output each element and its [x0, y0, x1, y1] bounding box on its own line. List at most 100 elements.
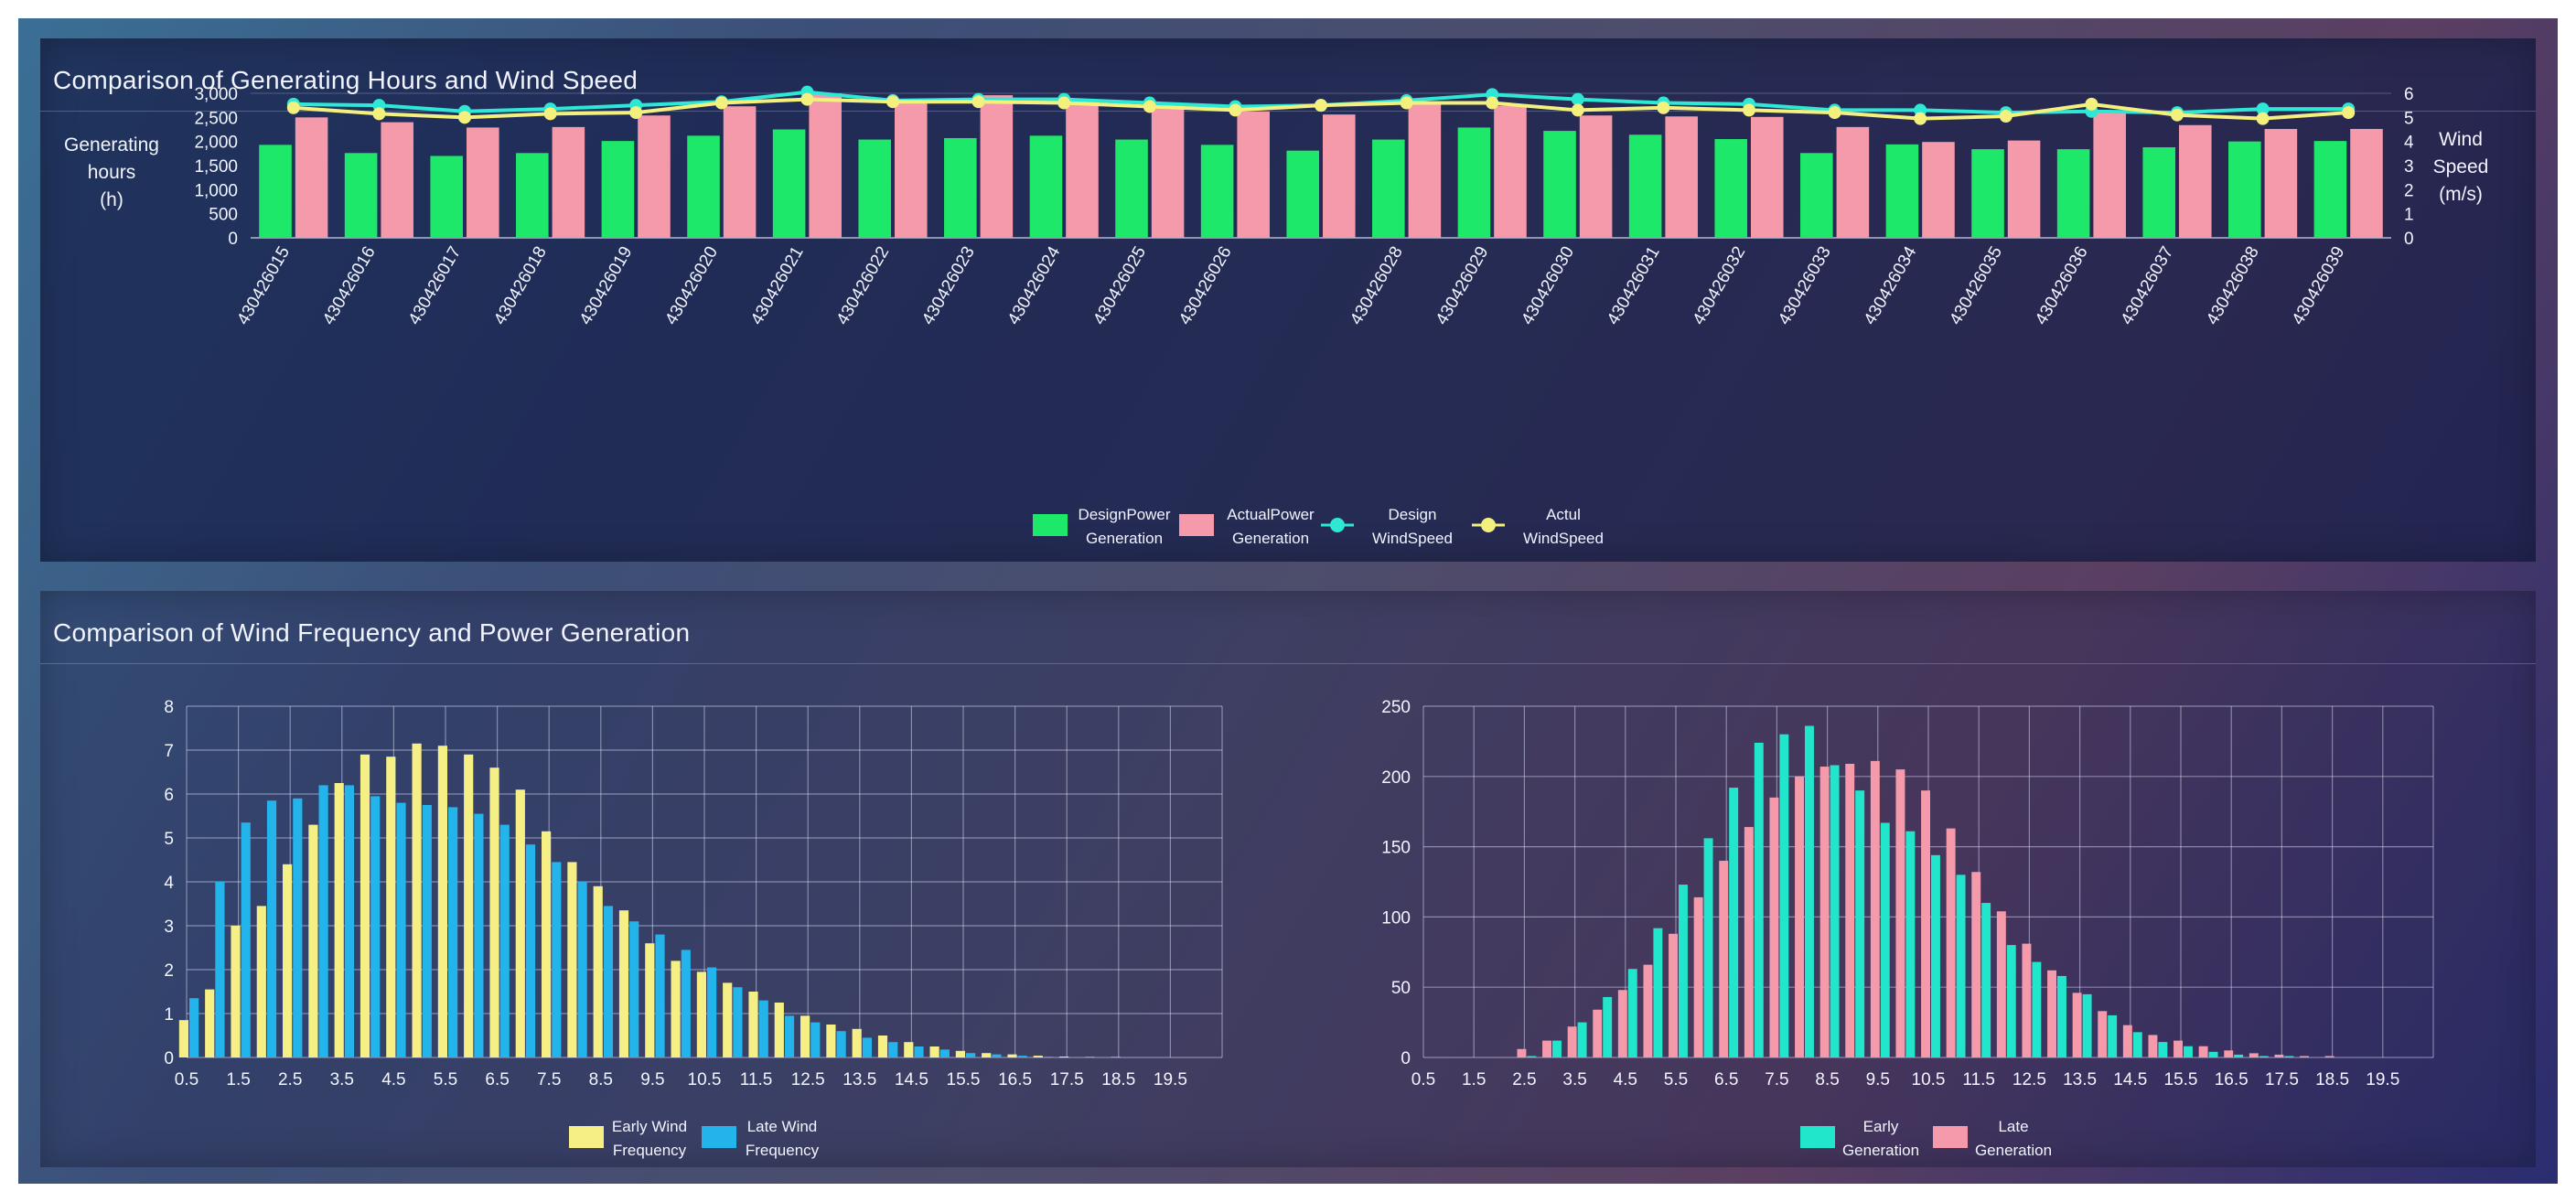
late-bar [1542, 1040, 1551, 1057]
x-tick-label: 11.5 [1962, 1070, 1995, 1089]
early-bar [826, 1025, 836, 1057]
design-power-bar [601, 141, 635, 238]
late-bar [810, 1022, 821, 1057]
design-power-bar [2056, 149, 2090, 238]
early-bar [256, 906, 266, 1057]
late-bar [1769, 797, 1779, 1057]
early-bar [1754, 742, 1764, 1057]
late-bar [1593, 1009, 1603, 1057]
actual-power-bar [1579, 115, 1613, 238]
early-bar [774, 1003, 784, 1057]
late-bar [629, 921, 639, 1057]
actual-windspeed-point [2171, 108, 2184, 122]
late-bar [2098, 1011, 2108, 1057]
actual-windspeed-point [372, 107, 386, 121]
late-bar [1996, 911, 2006, 1057]
early-bar [360, 754, 370, 1057]
early-bar [515, 789, 525, 1057]
design-power-bar [1372, 139, 1405, 238]
y-tick-label: 2,000 [194, 134, 238, 153]
late-bar [784, 1015, 795, 1057]
actual-power-bar [2350, 128, 2383, 238]
legend-label: Frequency [746, 1142, 820, 1159]
y-tick-label: 8 [164, 698, 174, 717]
actual-windspeed-point [1914, 112, 1927, 125]
legend-label: Generation [1842, 1142, 1919, 1159]
x-tick-label: 430426034 [1861, 243, 1921, 328]
legend-swatch [1800, 1126, 1835, 1148]
late-bar [2198, 1046, 2208, 1057]
hours-wind-chart: 0 500 1,000 1,500 2,000 2,500 3,000 0 1 2 3 4 5 6 Gene… [64, 85, 2489, 547]
early-bar [1830, 765, 1840, 1057]
late-bar [1921, 790, 1930, 1057]
y2-axis-title: Speed [2433, 156, 2489, 177]
late-bar [707, 967, 717, 1057]
x-tick-label: 8.5 [589, 1070, 613, 1089]
y2-tick-label: 1 [2404, 206, 2414, 225]
y-axis-title: (h) [100, 189, 123, 210]
late-bar [2122, 1025, 2132, 1057]
late-bar [552, 862, 562, 1057]
design-power-bar [1543, 131, 1576, 238]
early-bar [1033, 1056, 1043, 1057]
legend-swatch [702, 1126, 736, 1148]
x-tick-label: 14.5 [2113, 1070, 2147, 1089]
actual-windspeed-point [1229, 103, 1242, 117]
late-bar [1017, 1056, 1027, 1057]
actual-windspeed-point [1743, 103, 1755, 117]
x-tick-label: 1.5 [226, 1070, 250, 1089]
actual-power-bar [2007, 140, 2041, 238]
y2-tick-label: 5 [2404, 109, 2414, 128]
design-power-bar [516, 153, 549, 238]
early-bar [567, 862, 577, 1057]
early-bar [1729, 788, 1739, 1057]
legend-label: WindSpeed [1523, 530, 1604, 547]
x-tick-label: 13.5 [2063, 1070, 2097, 1089]
x-tick-label: 430426038 [2203, 243, 2263, 328]
late-bar [2148, 1035, 2158, 1057]
actual-power-bar [1922, 142, 1955, 238]
late-bar [241, 822, 251, 1057]
early-bar [205, 989, 215, 1057]
design-power-bar [687, 135, 720, 238]
late-bar [318, 785, 328, 1057]
generating-hours-panel: Comparison of Generating Hours and Wind … [40, 38, 2536, 562]
design-power-bar [1714, 139, 1747, 238]
early-bar [696, 971, 706, 1057]
x-tick-label: 4.5 [381, 1070, 405, 1089]
x-tick-label: 9.5 [1866, 1070, 1890, 1089]
early-bar [1956, 875, 1966, 1057]
x-tick-label: 14.5 [895, 1070, 928, 1089]
actual-windspeed-point [1315, 99, 1327, 113]
design-power-bar [772, 129, 806, 238]
legend-label: Actul [1546, 506, 1581, 523]
late-bar [2324, 1056, 2334, 1057]
x-tick-label: 430426016 [319, 243, 380, 328]
x-tick-label: 19.5 [1154, 1070, 1187, 1089]
x-tick-label: 4.5 [1614, 1070, 1637, 1089]
early-bar [1653, 928, 1663, 1057]
y-tick-label: 2 [164, 961, 174, 981]
actual-windspeed-point [458, 111, 471, 124]
x-tick-label: 16.5 [2215, 1070, 2249, 1089]
actual-power-bar [1237, 112, 1270, 238]
early-bar [1007, 1054, 1017, 1057]
y-tick-label: 6 [164, 786, 174, 805]
actual-power-bar [980, 95, 1014, 239]
x-tick-label: 10.5 [1912, 1070, 1946, 1089]
early-bar [1603, 996, 1613, 1057]
actual-power-bar [1836, 126, 1870, 238]
y-tick-label: 3 [164, 918, 174, 937]
early-bar [1577, 1022, 1587, 1057]
x-tick-label: 7.5 [537, 1070, 561, 1089]
y-tick-label: 0 [228, 230, 238, 249]
actual-windspeed-point [1999, 110, 2012, 123]
actual-power-bar [2264, 128, 2298, 238]
x-tick-label: 0.5 [1411, 1070, 1435, 1089]
y-tick-label: 150 [1381, 839, 1411, 858]
x-tick-label: 13.5 [843, 1070, 876, 1089]
actual-windspeed-point [286, 101, 300, 114]
legend-label: Frequency [613, 1142, 687, 1159]
early-bar [2082, 993, 2092, 1057]
legend-swatch [1033, 514, 1068, 536]
